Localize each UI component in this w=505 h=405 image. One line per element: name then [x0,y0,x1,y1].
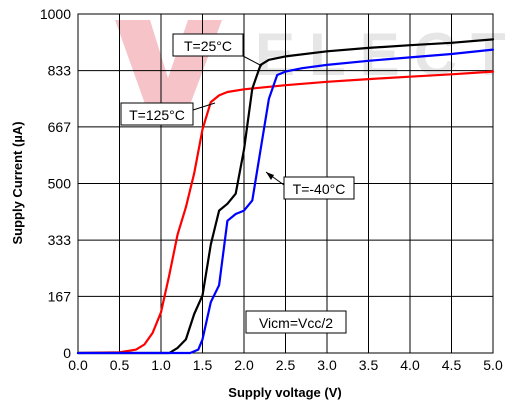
svg-text:Vicm=Vcc/2: Vicm=Vcc/2 [259,315,333,331]
x-tick-label: 1.5 [193,357,213,373]
x-tick-label: 5.0 [483,357,503,373]
label-t25-pointer [242,55,263,67]
y-tick-label: 167 [48,288,72,304]
svg-text:T=-40°C: T=-40°C [293,181,346,197]
x-axis-label: Supply voltage (V) [228,385,341,400]
x-tick-label: 4.5 [442,357,462,373]
x-tick-label: 1.0 [151,357,171,373]
plot-frame [77,13,494,354]
x-tick-label: 0.0 [68,357,88,373]
x-tick-label: 3.0 [317,357,337,373]
label-vicm: Vicm=Vcc/2 [245,310,347,334]
series-layer [76,38,495,355]
y-tick-label: 1000 [40,6,71,22]
y-tick-label: 833 [48,63,72,79]
svg-text:T=25°C: T=25°C [184,38,232,54]
y-tick-label: 0 [63,345,71,361]
y-axis-label: Supply Current (µA) [10,121,25,244]
svg-text:T=125°C: T=125°C [129,107,185,123]
y-tick-label: 333 [48,232,72,248]
series-line-0 [76,70,495,355]
label-t25: T=25°C [172,33,263,67]
x-tick-label: 2.5 [276,357,296,373]
label-t125: T=125°C [120,102,216,126]
x-tick-label: 0.5 [110,357,130,373]
label-t-40: T=-40°C [265,171,355,200]
x-tick-label: 2.0 [234,357,254,373]
label-t-40-arrowhead [266,172,274,180]
y-tick-label: 500 [48,176,72,192]
label-t125-pointer [192,102,216,111]
series-line-1 [76,38,495,355]
tick-labels: 0.0 0.5 1.0 1.5 2.0 2.5 3.0 3.5 4.0 4.5 5.0 0 167 333… [40,6,503,373]
y-tick-label: 667 [48,119,72,135]
x-tick-label: 3.5 [359,357,379,373]
series-line-2 [76,48,495,355]
x-tick-label: 4.0 [400,357,420,373]
